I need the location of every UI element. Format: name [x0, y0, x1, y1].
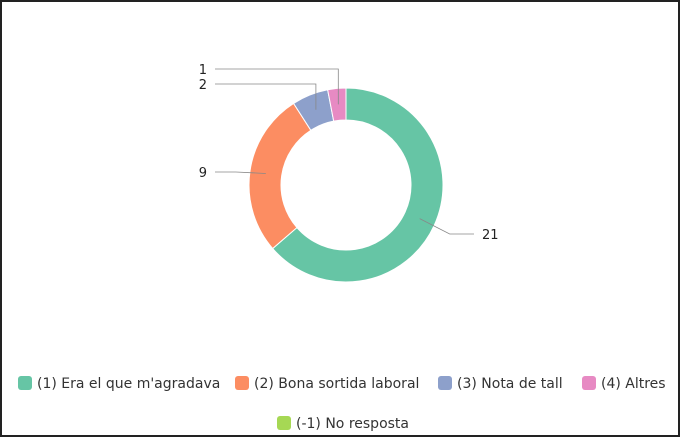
slices	[248, 87, 444, 283]
legend-swatch	[582, 376, 596, 390]
legend-label: (2) Bona sortida laboral	[254, 376, 419, 392]
legend-swatch	[18, 376, 32, 390]
data-label-1: 21	[482, 228, 499, 243]
legend-label: (1) Era el que m'agradava	[37, 376, 220, 392]
slice-2[interactable]	[248, 102, 312, 250]
data-label-4: 1	[199, 63, 207, 78]
callout-line-2	[215, 171, 266, 174]
data-label-2: 9	[199, 166, 207, 181]
legend-item-5[interactable]: (-1) No resposta	[277, 416, 409, 432]
callout-line-1	[419, 218, 474, 235]
callout-line-3	[215, 83, 317, 110]
legend-label: (4) Altres	[601, 376, 666, 392]
callouts: 21 9 21	[199, 63, 499, 243]
legend-item-3[interactable]: (3) Nota de tall	[438, 376, 563, 392]
slice-1[interactable]	[271, 87, 444, 283]
legend-label: (-1) No resposta	[296, 416, 409, 432]
legend-swatch	[438, 376, 452, 390]
legend: (1) Era el que m'agradava (2) Bona sortid…	[18, 376, 666, 432]
legend-swatch	[277, 416, 291, 430]
data-label-3: 2	[199, 78, 207, 93]
legend-item-2[interactable]: (2) Bona sortida laboral	[235, 376, 419, 392]
legend-item-4[interactable]: (4) Altres	[582, 376, 666, 392]
slice-4[interactable]	[327, 87, 347, 122]
legend-label: (3) Nota de tall	[457, 376, 563, 392]
legend-item-1[interactable]: (1) Era el que m'agradava	[18, 376, 220, 392]
callout-line-4	[215, 68, 339, 105]
legend-swatch	[235, 376, 249, 390]
